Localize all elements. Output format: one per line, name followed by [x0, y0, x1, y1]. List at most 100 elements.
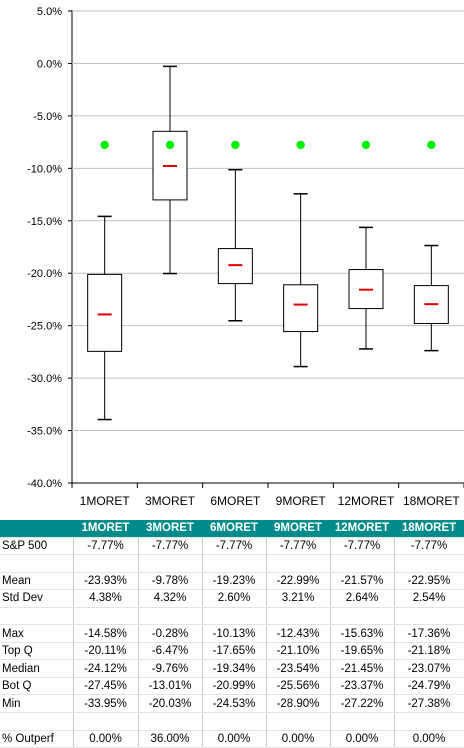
- table-row: Max -14.58% -0.28% -10.13% -12.43% -15.63% -17…: [0, 624, 464, 643]
- column-header: 6MORET: [202, 520, 267, 538]
- x-tick-label: 9MORET: [276, 494, 327, 508]
- table-cell: -19.65%: [330, 642, 395, 661]
- table-cell: -21.18%: [394, 642, 464, 661]
- box-12MORET: [348, 140, 384, 350]
- box-6MORET: [217, 140, 253, 322]
- table-cell: -19.34%: [202, 659, 267, 678]
- table-corner-cell: [0, 520, 74, 538]
- x-tick-label: 1MORET: [80, 494, 131, 508]
- table-cell: -22.95%: [394, 572, 464, 591]
- table-row: S&P 500 -7.77% -7.77% -7.77% -7.77% -7.77% -7.…: [0, 537, 464, 556]
- quartile-box: [283, 284, 319, 333]
- table-cell: [138, 607, 203, 626]
- table-cell: 0.00%: [330, 730, 395, 748]
- table-cell: [138, 712, 203, 731]
- table-cell: 4.32%: [138, 589, 203, 608]
- row-label: [0, 712, 74, 731]
- table-cell: -27.22%: [330, 694, 395, 714]
- table-cell: -27.38%: [394, 694, 464, 714]
- box-plot-chart: 5.0% 0.0% -5.0% -10.0% -15.0% -20.0% -25.0% -30…: [27, 6, 464, 508]
- table-header-row: 1MORET 3MORET 6MORET 9MORET 12MORET 18MORET: [0, 520, 464, 538]
- table-cell: -21.45%: [330, 659, 395, 678]
- x-tick-label: 12MORET: [338, 494, 395, 508]
- x-axis-tick-labels: 1MORET 3MORET 6MORET 9MORET 12MORET 18MORET: [80, 494, 461, 508]
- x-tick-label: 6MORET: [210, 494, 261, 508]
- y-tick-label: -20.0%: [27, 268, 62, 280]
- table-row: Mean -23.93% -9.78% -19.23% -22.99% -21.57% -2…: [0, 572, 464, 591]
- table-cell: -17.36%: [394, 624, 464, 643]
- boxes: [87, 65, 449, 421]
- table-cell: -23.93%: [73, 572, 139, 591]
- table-cell: -12.43%: [266, 624, 331, 643]
- statistics-table: 1MORET 3MORET 6MORET 9MORET 12MORET 18MORET S&…: [0, 520, 464, 748]
- table-cell: -24.12%: [73, 659, 139, 678]
- table-row: [0, 554, 464, 573]
- table-cell: [266, 712, 331, 731]
- row-label: Bot Q: [0, 677, 74, 696]
- table-cell: 0.00%: [73, 730, 139, 748]
- row-label: Min: [0, 694, 74, 714]
- table-row: Min -33.95% -20.03% -24.53% -28.90% -27.22% -2…: [0, 694, 464, 714]
- quartile-box: [348, 269, 384, 310]
- table-row: Bot Q -27.45% -13.01% -20.99% -25.56% -23.37%…: [0, 677, 464, 696]
- table-cell: -19.23%: [202, 572, 267, 591]
- row-label: [0, 554, 74, 573]
- box-3MORET: [152, 65, 188, 275]
- table-cell: -23.54%: [266, 659, 331, 678]
- table-cell: [394, 554, 464, 573]
- table-cell: [266, 607, 331, 626]
- table-cell: [202, 607, 267, 626]
- table-cell: [73, 712, 139, 731]
- table-cell: 0.00%: [266, 730, 331, 748]
- table-cell: -9.76%: [138, 659, 203, 678]
- column-header: 3MORET: [138, 520, 203, 538]
- quartile-box: [413, 285, 449, 324]
- table-cell: -23.07%: [394, 659, 464, 678]
- x-tick-label: 18MORET: [403, 494, 460, 508]
- table-cell: 2.54%: [394, 589, 464, 608]
- table-cell: 0.00%: [202, 730, 267, 748]
- table-cell: -14.58%: [73, 624, 139, 643]
- table-cell: 2.60%: [202, 589, 267, 608]
- table-cell: [330, 712, 395, 731]
- y-tick-label: -35.0%: [27, 426, 62, 438]
- row-label: % Outperf: [0, 730, 74, 748]
- box-9MORET: [283, 140, 319, 368]
- y-tick-label: -10.0%: [27, 163, 62, 175]
- benchmark-point: [100, 140, 109, 150]
- table-cell: [138, 554, 203, 573]
- table-cell: -6.47%: [138, 642, 203, 661]
- table-cell: -7.77%: [138, 537, 203, 556]
- benchmark-point: [165, 140, 175, 150]
- table-cell: -25.56%: [266, 677, 331, 696]
- table-cell: -21.10%: [266, 642, 331, 661]
- table-cell: 2.64%: [330, 589, 395, 608]
- table-cell: [266, 554, 331, 573]
- column-header: 9MORET: [266, 520, 331, 538]
- table-row: [0, 607, 464, 626]
- table-cell: [394, 607, 464, 626]
- benchmark-point: [427, 140, 436, 150]
- table-cell: -24.79%: [394, 677, 464, 696]
- table-cell: -9.78%: [138, 572, 203, 591]
- table-cell: -27.45%: [73, 677, 139, 696]
- table-cell: -7.77%: [330, 537, 395, 556]
- column-header: 18MORET: [394, 520, 464, 538]
- gridlines: [68, 10, 464, 488]
- y-axis-tick-labels: 5.0% 0.0% -5.0% -10.0% -15.0% -20.0% -25.0% -30…: [27, 6, 62, 490]
- table-cell: -20.99%: [202, 677, 267, 696]
- x-tick-label: 3MORET: [145, 494, 196, 508]
- table-cell: -24.53%: [202, 694, 267, 714]
- y-tick-label: -40.0%: [27, 478, 62, 490]
- row-label: Max: [0, 624, 74, 643]
- table-row: Top Q -20.11% -6.47% -17.65% -21.10% -19.65% -…: [0, 642, 464, 661]
- y-tick-label: -25.0%: [27, 321, 62, 333]
- row-label: Std Dev: [0, 589, 74, 608]
- row-label: Median: [0, 659, 74, 678]
- table-cell: [73, 554, 139, 573]
- table-cell: -17.65%: [202, 642, 267, 661]
- quartile-box: [87, 273, 123, 352]
- column-header: 1MORET: [73, 520, 139, 538]
- table-cell: [73, 607, 139, 626]
- benchmark-point: [296, 140, 305, 150]
